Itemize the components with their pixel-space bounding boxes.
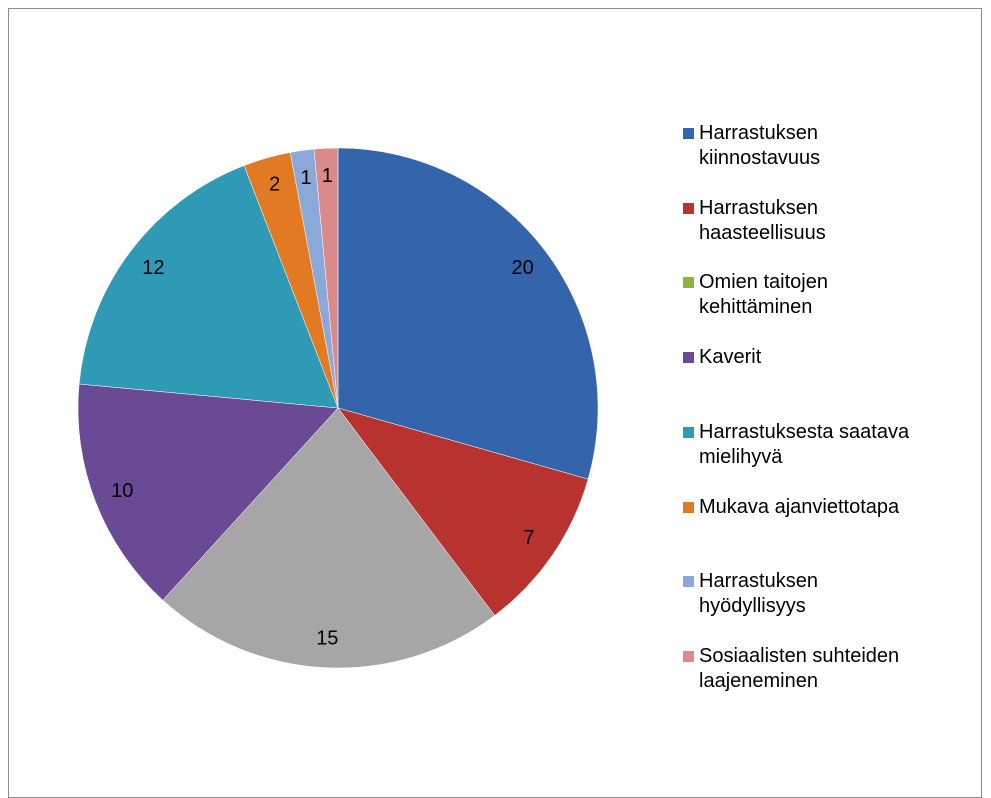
data-label: 2 bbox=[269, 174, 280, 196]
pie-slice bbox=[337, 147, 599, 480]
legend-item: Omien taitojen kehittäminen bbox=[683, 270, 983, 320]
legend-label: Harrastuksen hyödyllisyys bbox=[699, 570, 818, 618]
data-label: 20 bbox=[512, 257, 534, 279]
legend-item: Harrastuksen kiinnostavuus bbox=[683, 121, 983, 171]
legend-item: Harrastuksen haasteellisuus bbox=[683, 196, 983, 246]
legend-swatch bbox=[683, 128, 694, 139]
legend-label: Mukava ajanviettotapa bbox=[699, 495, 900, 518]
legend-swatch bbox=[683, 650, 694, 662]
pie-slice bbox=[78, 165, 339, 409]
legend-item: Mukava ajanviettotapa bbox=[683, 495, 983, 520]
legend-label: Harrastuksesta saatava mielihyvä bbox=[699, 420, 910, 468]
legend-label: Omien taitojen kehittäminen bbox=[699, 271, 828, 319]
data-label: 7 bbox=[523, 527, 534, 549]
data-label: 12 bbox=[142, 257, 164, 279]
legend-item: Sosiaalisten suhteiden laajeneminen bbox=[683, 644, 983, 694]
pie-slice bbox=[162, 407, 496, 669]
pie-slice bbox=[337, 407, 589, 616]
data-label: 1 bbox=[322, 165, 333, 187]
legend-label: Harrastuksen kiinnostavuus bbox=[699, 122, 821, 169]
pie-slice bbox=[77, 383, 339, 601]
legend-swatch bbox=[683, 202, 694, 214]
legend-swatch bbox=[683, 576, 694, 588]
legend-swatch bbox=[683, 426, 694, 438]
legend-swatch bbox=[683, 352, 694, 364]
data-label: 15 bbox=[316, 627, 338, 649]
data-label: 10 bbox=[111, 480, 133, 502]
legend-label: Harrastuksen haasteellisuus bbox=[699, 196, 826, 244]
legend-item: Kaverit bbox=[683, 345, 983, 370]
legend-swatch bbox=[683, 277, 694, 289]
pie-slice bbox=[313, 147, 339, 409]
legend-item: Harrastuksen hyödyllisyys bbox=[683, 569, 983, 619]
legend-label: Kaverit bbox=[699, 346, 762, 369]
legend-item: Harrastuksesta saatava mielihyvä bbox=[683, 420, 983, 470]
data-label: 1 bbox=[300, 167, 311, 189]
legend-swatch bbox=[683, 501, 694, 513]
legend-label: Sosiaalisten suhteiden laajeneminen bbox=[699, 644, 900, 692]
